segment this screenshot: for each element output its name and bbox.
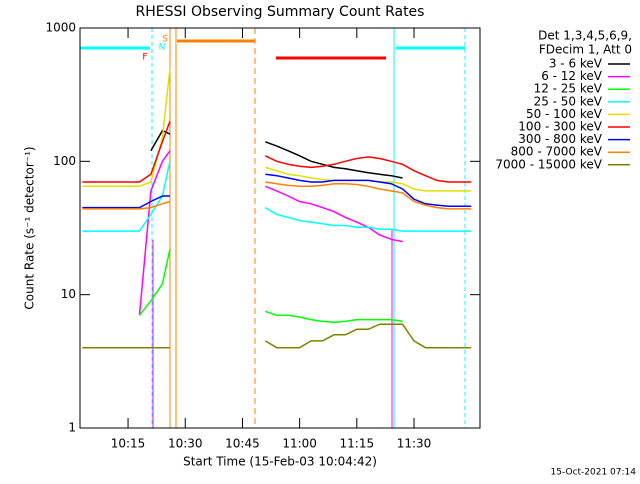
y-tick-label: 1000 (45, 21, 76, 35)
x-tick-label: 11:00 (282, 437, 317, 451)
y-tick-label: 100 (53, 154, 76, 168)
legend-label: 100 - 300 keV (518, 120, 602, 134)
plot-area: F S N (80, 28, 472, 428)
legend-label: 50 - 100 keV (526, 107, 603, 121)
footer: 15-Oct-2021 07:14 (551, 468, 637, 478)
x-tick-label: 10:45 (225, 437, 260, 451)
x-tick-label: 11:15 (340, 437, 375, 451)
series-line (82, 323, 472, 349)
legend-label: 12 - 25 keV (534, 82, 603, 96)
series-line (150, 129, 403, 179)
x-tick-label: 11:30 (397, 437, 432, 451)
x-tick-label: 10:15 (111, 437, 146, 451)
plot-frame (79, 27, 481, 429)
chart-title: RHESSI Observing Summary Count Rates (136, 4, 425, 20)
legend-label: 6 - 12 keV (541, 69, 603, 83)
series-line (82, 181, 472, 210)
x-axis-label: Start Time (15-Feb-03 10:04:42) (183, 455, 377, 469)
series-line (138, 248, 403, 324)
y-tick-label: 10 (61, 287, 76, 301)
legend-label: 7000 - 15000 keV (495, 157, 602, 171)
annotation: F (142, 53, 147, 63)
series-line (82, 120, 472, 183)
legend-label: 25 - 50 keV (534, 94, 603, 108)
series-line (82, 161, 472, 232)
legend-label: 800 - 7000 keV (511, 145, 603, 159)
legend-label: 300 - 800 keV (518, 132, 602, 146)
legend-title: FDecim 1, Att 0 (539, 43, 632, 57)
series-line (138, 150, 403, 316)
annotation: S (162, 35, 168, 45)
legend-title: Det 1,3,4,5,6,9, (538, 29, 632, 43)
x-tick-label: 10:30 (168, 437, 203, 451)
y-axis-label: Count Rate (s⁻¹ detector⁻¹) (23, 146, 37, 309)
y-tick-label: 1 (68, 421, 76, 435)
annotation: N (159, 43, 166, 53)
series-line (82, 173, 472, 209)
legend-label: 3 - 6 keV (549, 57, 603, 71)
